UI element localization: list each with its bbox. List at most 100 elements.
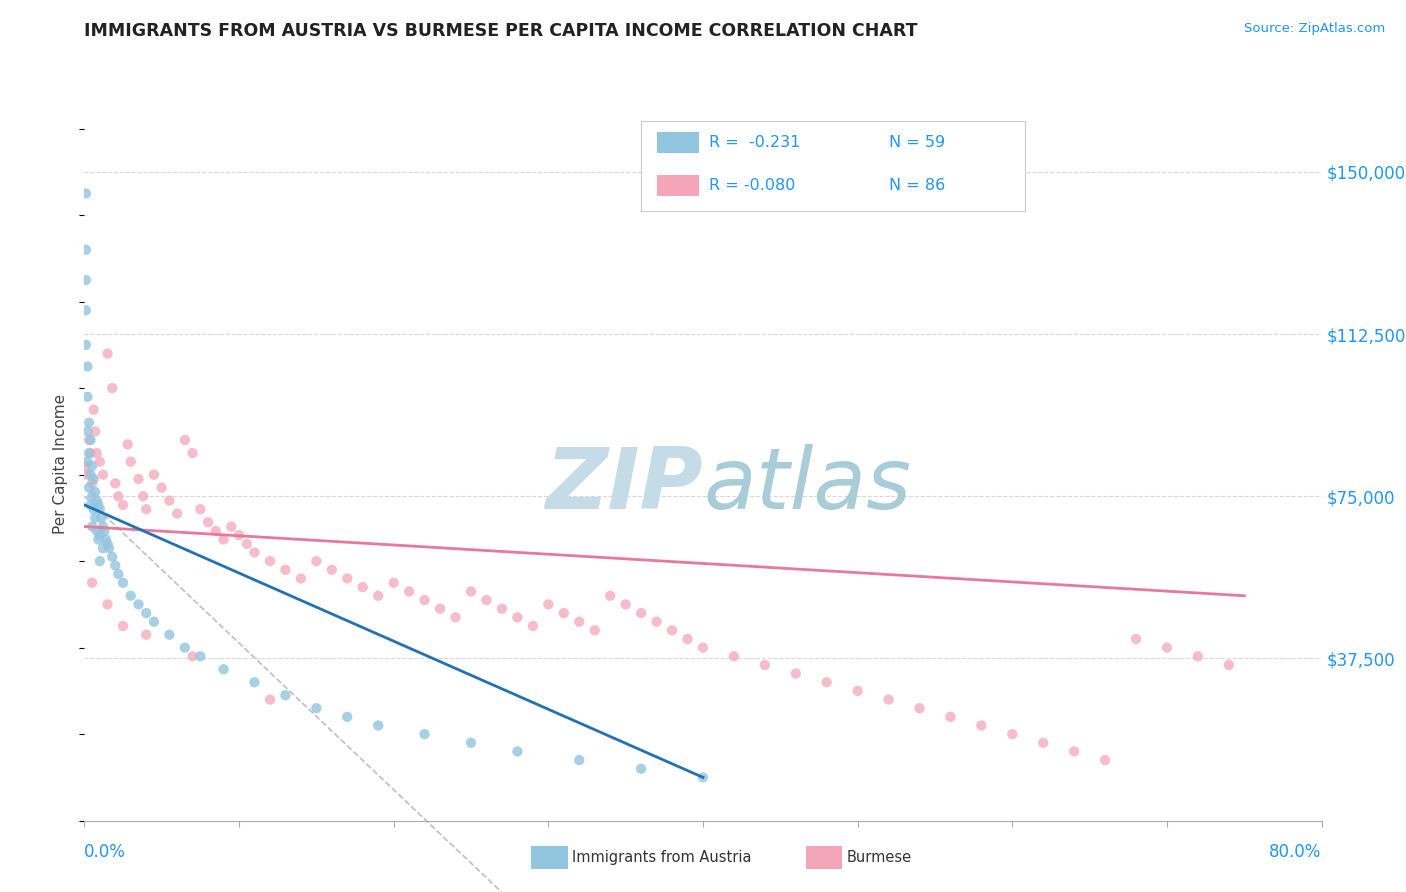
Point bbox=[89, 455, 111, 469]
Point bbox=[221, 519, 243, 533]
Text: R = -0.080: R = -0.080 bbox=[709, 178, 796, 193]
Point bbox=[212, 662, 235, 676]
Point bbox=[188, 502, 212, 516]
Point bbox=[212, 533, 235, 547]
Point bbox=[77, 481, 100, 495]
Point bbox=[336, 710, 359, 724]
Point bbox=[460, 736, 482, 750]
Point bbox=[135, 628, 157, 642]
FancyBboxPatch shape bbox=[641, 121, 1025, 211]
Point bbox=[583, 624, 606, 638]
Point bbox=[846, 684, 869, 698]
Point bbox=[143, 467, 166, 482]
Point bbox=[336, 571, 359, 585]
Point bbox=[815, 675, 838, 690]
Point bbox=[188, 649, 212, 664]
Point bbox=[305, 701, 328, 715]
Point bbox=[475, 593, 498, 607]
Point bbox=[166, 507, 188, 521]
Point bbox=[104, 558, 127, 573]
Point bbox=[79, 498, 101, 512]
Point bbox=[79, 446, 101, 460]
Point bbox=[120, 589, 142, 603]
Point bbox=[82, 476, 104, 491]
Point bbox=[98, 541, 121, 556]
Point bbox=[76, 455, 98, 469]
Point bbox=[181, 446, 204, 460]
Text: R =  -0.231: R = -0.231 bbox=[709, 136, 800, 150]
Point bbox=[79, 467, 101, 482]
Point bbox=[1032, 736, 1054, 750]
Point bbox=[352, 580, 374, 594]
Text: Immigrants from Austria: Immigrants from Austria bbox=[572, 850, 752, 864]
Point bbox=[243, 545, 266, 559]
Point bbox=[87, 533, 110, 547]
Point bbox=[754, 657, 776, 672]
Point bbox=[367, 589, 389, 603]
Point bbox=[101, 549, 124, 564]
Point bbox=[1094, 753, 1116, 767]
Point bbox=[205, 524, 228, 538]
Text: ZIP: ZIP bbox=[546, 443, 703, 527]
Point bbox=[112, 575, 135, 590]
Point bbox=[86, 493, 108, 508]
Point bbox=[117, 437, 139, 451]
Point bbox=[87, 498, 110, 512]
Point bbox=[568, 615, 591, 629]
Point bbox=[491, 601, 513, 615]
Point bbox=[197, 515, 219, 529]
Point bbox=[75, 243, 97, 257]
Point bbox=[290, 571, 312, 585]
Point bbox=[460, 584, 482, 599]
Point bbox=[1187, 649, 1209, 664]
Point bbox=[112, 498, 135, 512]
Point bbox=[104, 476, 127, 491]
Point bbox=[444, 610, 467, 624]
Point bbox=[877, 692, 900, 706]
Text: Burmese: Burmese bbox=[846, 850, 911, 864]
Y-axis label: Per Capita Income: Per Capita Income bbox=[53, 393, 69, 534]
Point bbox=[94, 533, 117, 547]
Point bbox=[150, 481, 173, 495]
Point bbox=[1001, 727, 1024, 741]
Point bbox=[75, 186, 97, 201]
Point bbox=[274, 688, 297, 702]
Point bbox=[645, 615, 668, 629]
Point bbox=[75, 338, 97, 352]
Point bbox=[128, 598, 150, 612]
Point bbox=[135, 502, 157, 516]
Point bbox=[506, 610, 529, 624]
Point bbox=[676, 632, 699, 646]
Point bbox=[568, 753, 591, 767]
Point bbox=[75, 273, 97, 287]
Point bbox=[367, 718, 389, 732]
Point bbox=[630, 762, 652, 776]
Point bbox=[908, 701, 931, 715]
Point bbox=[97, 598, 120, 612]
Point bbox=[228, 528, 250, 542]
Text: IMMIGRANTS FROM AUSTRIA VS BURMESE PER CAPITA INCOME CORRELATION CHART: IMMIGRANTS FROM AUSTRIA VS BURMESE PER C… bbox=[84, 22, 918, 40]
Point bbox=[76, 390, 98, 404]
Point bbox=[382, 575, 405, 590]
Point bbox=[89, 528, 111, 542]
Text: N = 86: N = 86 bbox=[889, 178, 945, 193]
Point bbox=[76, 425, 98, 439]
Point bbox=[692, 640, 714, 655]
Point bbox=[1063, 744, 1085, 758]
Text: 80.0%: 80.0% bbox=[1270, 843, 1322, 861]
Point bbox=[305, 554, 328, 568]
Point bbox=[76, 359, 98, 374]
Point bbox=[537, 598, 560, 612]
Point bbox=[93, 524, 115, 538]
Point bbox=[132, 489, 155, 503]
Point bbox=[83, 402, 105, 417]
Point bbox=[77, 446, 100, 460]
Point bbox=[89, 554, 111, 568]
Point bbox=[97, 346, 120, 360]
Point bbox=[939, 710, 962, 724]
Point bbox=[522, 619, 544, 633]
Point bbox=[970, 718, 993, 732]
Point bbox=[413, 593, 436, 607]
Point bbox=[77, 416, 100, 430]
Point bbox=[274, 563, 297, 577]
